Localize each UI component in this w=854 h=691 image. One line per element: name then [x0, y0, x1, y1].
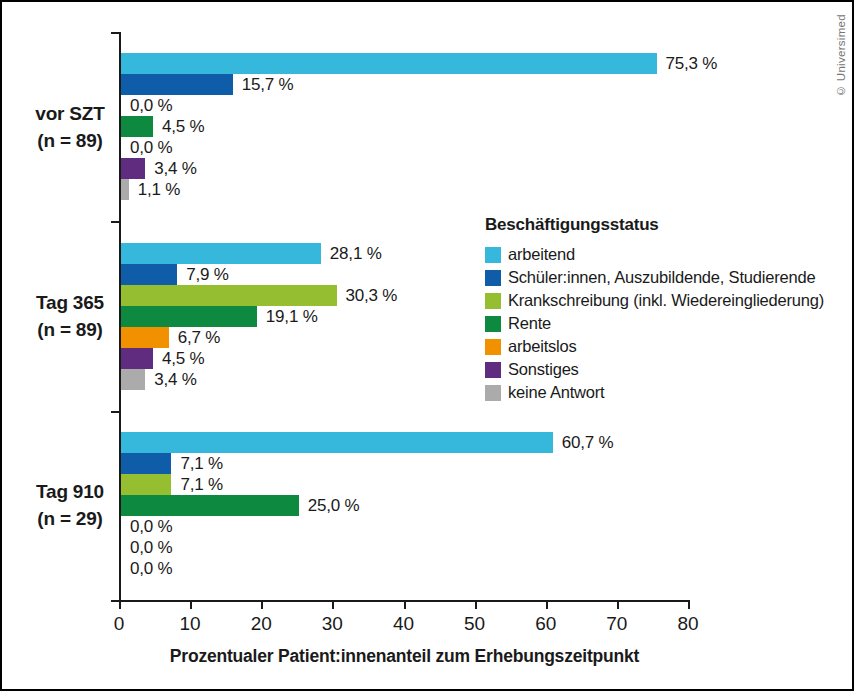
bar-value-label: 7,1 % — [180, 453, 222, 474]
x-tick-label: 40 — [381, 613, 427, 635]
legend-item-label: keine Antwort — [508, 383, 604, 402]
group-label: Tag 910(n = 29) — [22, 478, 118, 532]
legend-title: Beschäftigungsstatus — [485, 215, 824, 235]
bar — [121, 243, 321, 264]
bar-value-label: 28,1 % — [330, 243, 382, 264]
legend-item-label: Schüler:innen, Auszubildende, Studierend… — [508, 268, 815, 287]
group-label-line: Tag 365 — [22, 289, 118, 316]
x-tick — [190, 602, 192, 609]
bar-value-label: 1,1 % — [138, 179, 180, 200]
y-axis-tick — [111, 32, 121, 34]
y-axis-tick — [111, 221, 121, 223]
x-axis — [111, 600, 690, 602]
x-tick-label: 50 — [452, 613, 498, 635]
legend-item: arbeitend — [485, 243, 824, 266]
x-tick — [261, 602, 263, 609]
bar-value-label: 25,0 % — [308, 495, 360, 516]
bar-value-label: 0,0 % — [130, 516, 172, 537]
legend-swatch — [485, 293, 501, 309]
bar-value-label: 4,5 % — [162, 116, 204, 137]
x-tick-label: 10 — [167, 613, 213, 635]
group-label-line: (n = 29) — [22, 505, 118, 532]
x-tick-label: 60 — [523, 613, 569, 635]
bar — [121, 432, 553, 453]
bar-value-label: 0,0 % — [130, 558, 172, 579]
legend-swatch — [485, 247, 501, 263]
bar — [121, 453, 171, 474]
legend-item-label: Sonstiges — [508, 360, 579, 379]
legend-item: arbeitslos — [485, 335, 824, 358]
group-label-line: vor SZT — [22, 100, 118, 127]
bar — [121, 116, 153, 137]
x-tick — [119, 602, 121, 609]
x-tick — [475, 602, 477, 609]
bar — [121, 348, 153, 369]
legend-item: Schüler:innen, Auszubildende, Studierend… — [485, 266, 824, 289]
legend-item: Rente — [485, 312, 824, 335]
bar — [121, 306, 257, 327]
x-tick — [332, 602, 334, 609]
bar — [121, 285, 337, 306]
x-tick — [546, 602, 548, 609]
legend-swatch — [485, 270, 501, 286]
group-label-line: (n = 89) — [22, 127, 118, 154]
bar-value-label: 60,7 % — [562, 432, 614, 453]
bar — [121, 179, 129, 200]
legend-swatch — [485, 316, 501, 332]
x-tick-label: 20 — [238, 613, 284, 635]
bar — [121, 474, 171, 495]
bar-value-label: 0,0 % — [130, 537, 172, 558]
legend-swatch — [485, 385, 501, 401]
legend-item: Krankschreibung (inkl. Wiedereingliederu… — [485, 289, 824, 312]
x-tick-label: 0 — [96, 613, 142, 635]
bar — [121, 495, 299, 516]
x-tick — [688, 602, 690, 609]
bar — [121, 327, 169, 348]
bar-value-label: 75,3 % — [666, 53, 718, 74]
bar-value-label: 7,9 % — [186, 264, 228, 285]
legend-swatch — [485, 339, 501, 355]
chart-frame: © Universimed vor SZT(n = 89)75,3 %15,7 … — [0, 0, 854, 691]
group-label-line: (n = 89) — [22, 316, 118, 343]
x-tick-label: 70 — [594, 613, 640, 635]
legend-item-label: Krankschreibung (inkl. Wiedereingliederu… — [508, 291, 824, 310]
group-label-line: Tag 910 — [22, 478, 118, 505]
bar-value-label: 0,0 % — [130, 137, 172, 158]
legend-item: keine Antwort — [485, 381, 824, 404]
legend-item: Sonstiges — [485, 358, 824, 381]
x-tick — [617, 602, 619, 609]
bar-value-label: 3,4 % — [154, 369, 196, 390]
bar-value-label: 6,7 % — [178, 327, 220, 348]
bar — [121, 264, 177, 285]
group-label: vor SZT(n = 89) — [22, 100, 118, 154]
group-label: Tag 365(n = 89) — [22, 289, 118, 343]
x-axis-title: Prozentualer Patient:innenanteil zum Erh… — [119, 646, 690, 667]
legend-item-label: Rente — [508, 314, 551, 333]
bar-value-label: 0,0 % — [130, 95, 172, 116]
bar-value-label: 15,7 % — [242, 74, 294, 95]
bar — [121, 369, 145, 390]
bar — [121, 53, 657, 74]
bar-value-label: 4,5 % — [162, 348, 204, 369]
y-axis-tick — [111, 411, 121, 413]
x-tick-label: 80 — [665, 613, 711, 635]
x-tick-label: 30 — [309, 613, 355, 635]
legend-item-label: arbeitslos — [508, 337, 577, 356]
bar-value-label: 3,4 % — [154, 158, 196, 179]
legend-item-label: arbeitend — [508, 245, 575, 264]
legend-swatch — [485, 362, 501, 378]
bar-value-label: 19,1 % — [266, 306, 318, 327]
legend: Beschäftigungsstatus arbeitend Schüler:in… — [485, 215, 824, 404]
bar — [121, 158, 145, 179]
bar — [121, 74, 233, 95]
bar-value-label: 7,1 % — [180, 474, 222, 495]
bar-value-label: 30,3 % — [346, 285, 398, 306]
x-tick — [404, 602, 406, 609]
legend-items: arbeitend Schüler:innen, Auszubildende, S… — [485, 243, 824, 404]
